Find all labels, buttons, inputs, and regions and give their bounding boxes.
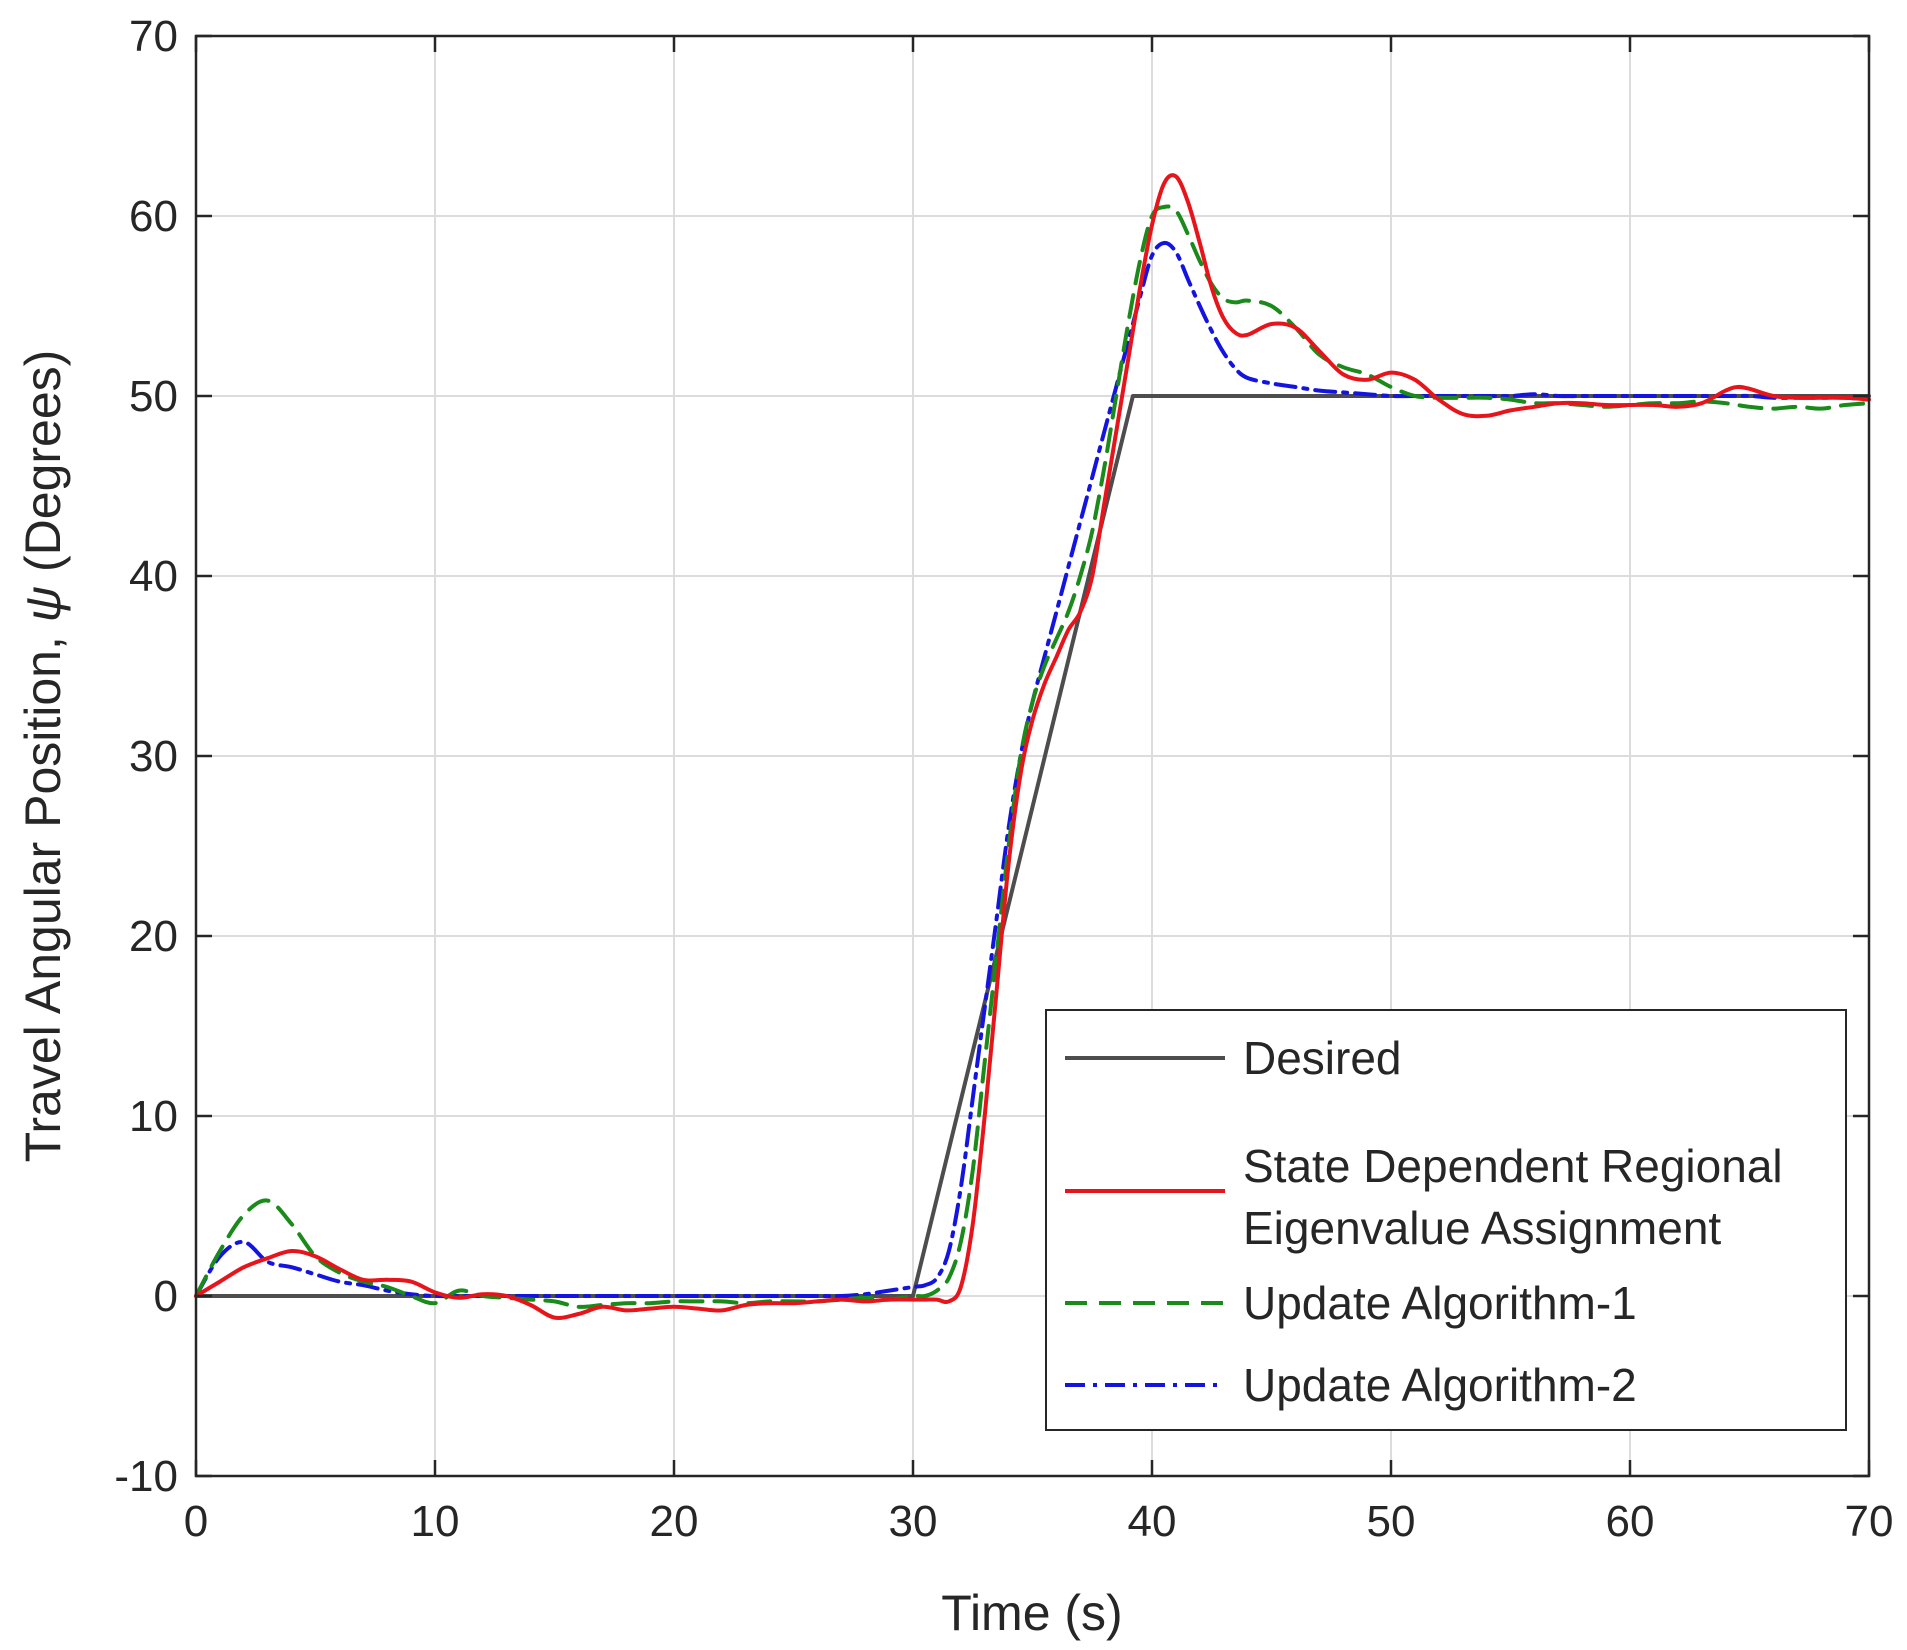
series-line-2 [194, 173, 1871, 1320]
x-axis-label: Time (s) [941, 1585, 1122, 1641]
x-tick-label: 0 [184, 1497, 208, 1546]
series-line-4 [194, 240, 1871, 1299]
y-tick-label: -10 [114, 1452, 178, 1501]
x-tick-label: 70 [1845, 1497, 1894, 1546]
y-tick-label: 30 [129, 732, 178, 781]
legend-label-1: Desired [1243, 1032, 1402, 1084]
y-tick-label: 20 [129, 912, 178, 961]
y-tick-label: 40 [129, 552, 178, 601]
axis-ticks [194, 34, 1871, 1478]
legend-box [1045, 1009, 1847, 1431]
x-tick-label: 30 [889, 1497, 938, 1546]
x-tick-label: 20 [650, 1497, 699, 1546]
y-axis-label-symbol: ψ [15, 586, 71, 622]
y-axis-label: Travel Angular Position, ψ (Degrees) [15, 350, 71, 1163]
series-line-1 [194, 394, 1871, 1298]
x-tick-label: 10 [411, 1497, 460, 1546]
x-tick-label: 50 [1367, 1497, 1416, 1546]
x-tick-label: 60 [1606, 1497, 1655, 1546]
legend-label-2: State Dependent Regional [1243, 1140, 1783, 1192]
legend-label-3: Update Algorithm-1 [1243, 1277, 1637, 1329]
y-tick-label: 60 [129, 192, 178, 241]
x-tick-label: 40 [1128, 1497, 1177, 1546]
series-group [194, 173, 1871, 1320]
y-axis-label-prefix: Travel Angular Position, [15, 622, 71, 1162]
y-tick-label: 70 [129, 12, 178, 61]
legend-label-4: Update Algorithm-2 [1243, 1359, 1637, 1411]
y-axis-label-suffix: (Degrees) [15, 350, 71, 586]
legend: Desired State Dependent Regional Eigenvalu… [1045, 1009, 1847, 1431]
y-tick-label: 10 [129, 1092, 178, 1141]
y-tick-label: 0 [154, 1272, 178, 1321]
legend-label-2: Eigenvalue Assignment [1243, 1202, 1721, 1254]
y-tick-label: 50 [129, 372, 178, 421]
